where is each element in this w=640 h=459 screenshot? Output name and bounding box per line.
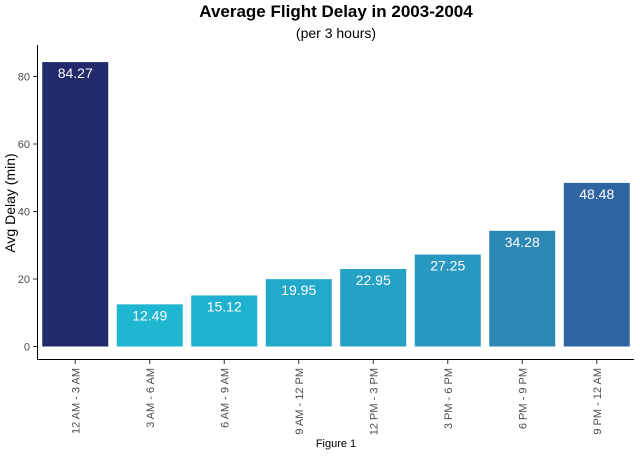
bar	[265, 279, 332, 347]
y-tick-label: 60	[18, 139, 30, 151]
chart-subtitle: (per 3 hours)	[295, 25, 377, 41]
bar-value-label: 84.27	[58, 65, 93, 81]
bar	[340, 269, 407, 347]
y-axis-ticks: 0 20 40 60 80	[18, 72, 38, 354]
bar	[116, 304, 183, 347]
x-tick-label: 12 AM - 3 AM	[70, 368, 82, 434]
bar	[563, 182, 630, 347]
bar-value-label: 27.25	[430, 258, 465, 274]
figure-caption: Figure 1	[315, 438, 357, 450]
bar	[414, 254, 481, 347]
bar-value-label: 22.95	[356, 272, 391, 288]
x-axis-ticks: 12 AM - 3 AM 3 AM - 6 AM 6 AM - 9 AM 9 AM -…	[70, 360, 604, 435]
chart-title: Average Flight Delay in 2003-2004	[199, 2, 473, 21]
bar-value-label: 19.95	[281, 282, 316, 298]
y-tick-label: 80	[18, 72, 30, 84]
bar-value-label: 48.48	[579, 186, 614, 202]
y-tick-label: 20	[18, 274, 30, 286]
bar-value-label: 34.28	[505, 234, 540, 250]
bar	[191, 295, 258, 347]
x-tick-label: 9 PM - 12 AM	[592, 368, 604, 435]
bar	[42, 62, 109, 347]
data-labels-group: 84.27 12.49 15.12 19.95 22.95 27.25 34.28 48.48	[58, 65, 615, 323]
bar	[489, 230, 556, 347]
x-tick-label: 3 AM - 6 AM	[145, 368, 157, 428]
bar-value-label: 15.12	[207, 298, 242, 314]
x-tick-label: 3 PM - 6 PM	[443, 368, 455, 429]
x-tick-label: 6 PM - 9 PM	[517, 368, 529, 429]
y-tick-label: 40	[18, 207, 30, 219]
y-axis-label: Avg Delay (min)	[2, 153, 18, 252]
x-tick-label: 9 AM - 12 PM	[294, 368, 306, 435]
bars-group	[42, 62, 630, 347]
y-tick-label: 0	[24, 342, 30, 354]
x-tick-label: 6 AM - 9 AM	[219, 368, 231, 428]
x-tick-label: 12 PM - 3 PM	[368, 368, 380, 435]
bar-value-label: 12.49	[132, 307, 167, 323]
